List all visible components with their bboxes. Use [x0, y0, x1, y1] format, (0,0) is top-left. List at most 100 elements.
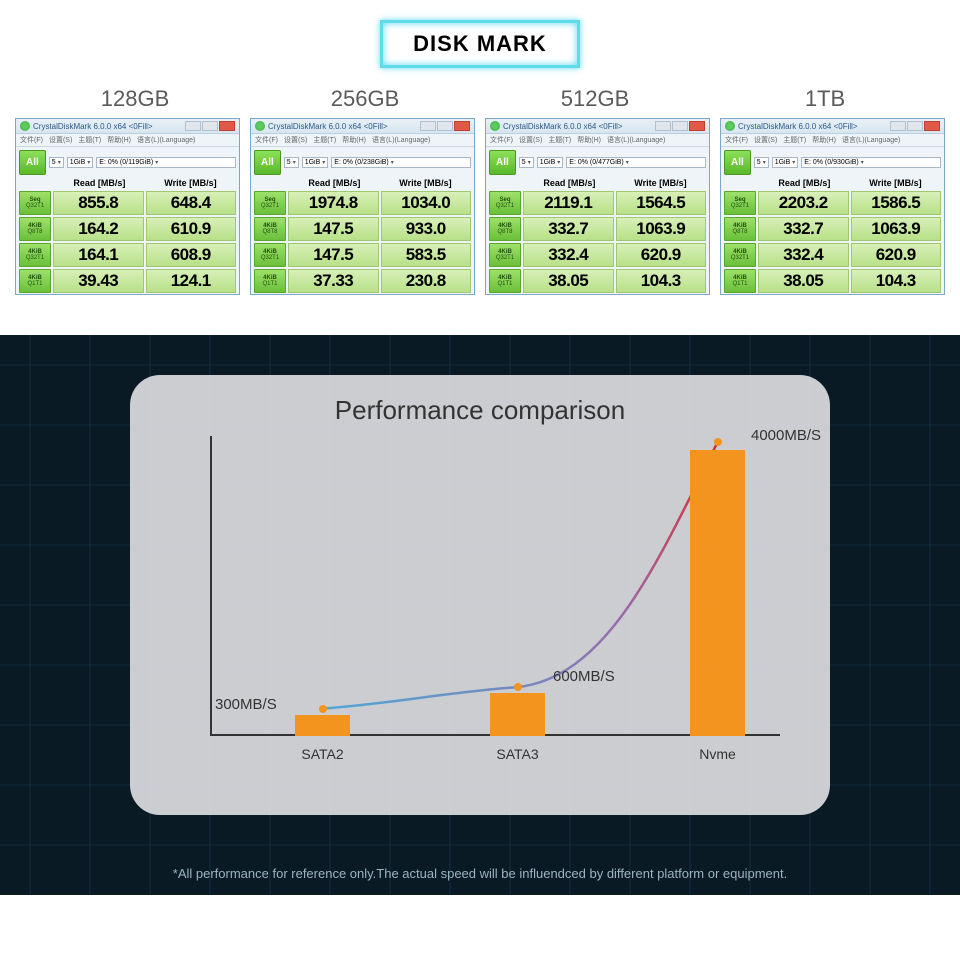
write-value: 230.8 — [381, 269, 472, 293]
menu-item[interactable]: 设置(S) — [49, 135, 72, 145]
write-value: 608.9 — [146, 243, 237, 267]
result-row: 4KiBQ32T1147.5583.5 — [251, 242, 474, 268]
disk-icon — [725, 121, 735, 131]
read-value: 164.2 — [53, 217, 144, 241]
crystaldiskmark-window: CrystalDiskMark 6.0.0 x64 <0Fill>文件(F) 设置… — [15, 118, 240, 295]
menu-item[interactable]: 主题(T) — [313, 135, 336, 145]
menu-item[interactable]: 帮助(H) — [577, 135, 601, 145]
test-button[interactable]: 4KiBQ32T1 — [724, 243, 756, 267]
test-button[interactable]: 4KiBQ1T1 — [724, 269, 756, 293]
crystaldiskmark-window: CrystalDiskMark 6.0.0 x64 <0Fill>文件(F)设置… — [485, 118, 710, 295]
size-dropdown[interactable]: 1GiB▾ — [537, 157, 564, 168]
test-button[interactable]: 4KiBQ32T1 — [489, 243, 521, 267]
drive-dropdown[interactable]: E: 0% (0/930GiB)▾ — [801, 157, 941, 168]
menu-item[interactable]: 文件(F) — [490, 135, 513, 145]
menu-item[interactable]: 帮助(H) — [812, 135, 836, 145]
maximize-button[interactable] — [672, 121, 688, 131]
test-button[interactable]: 4KiBQ8T8 — [724, 217, 756, 241]
test-button[interactable]: 4KiBQ32T1 — [254, 243, 286, 267]
write-value: 648.4 — [146, 191, 237, 215]
drive-dropdown[interactable]: E: 0% (0/119GiB)▾ — [96, 157, 236, 168]
menu-item[interactable]: 设置(S) — [754, 135, 777, 145]
menu-item[interactable]: 语言(L)(Language) — [607, 135, 665, 145]
menu-item[interactable]: 文件(F) — [255, 135, 278, 145]
read-value: 855.8 — [53, 191, 144, 215]
capacity-label: 128GB — [25, 86, 245, 112]
menu-item[interactable]: 设置(S) — [284, 135, 307, 145]
chart-dot — [514, 683, 522, 691]
read-value: 332.7 — [758, 217, 849, 241]
menu-bar: 文件(F) 设置(S) 主题(T) 帮助(H) 语言(L)(Language) — [251, 134, 474, 147]
chart-dot — [319, 705, 327, 713]
maximize-button[interactable] — [437, 121, 453, 131]
runs-dropdown[interactable]: 5▾ — [49, 157, 64, 168]
test-button[interactable]: 4KiBQ8T8 — [254, 217, 286, 241]
test-button[interactable]: 4KiBQ1T1 — [254, 269, 286, 293]
maximize-button[interactable] — [907, 121, 923, 131]
menu-item[interactable]: 语言(L)(Language) — [372, 135, 430, 145]
menu-item[interactable]: 语言(L)(Language) — [842, 135, 900, 145]
result-row: 4KiBQ32T1164.1608.9 — [16, 242, 239, 268]
runs-dropdown[interactable]: 5▾ — [284, 157, 299, 168]
size-dropdown[interactable]: 1GiB▾ — [67, 157, 94, 168]
minimize-button[interactable] — [655, 121, 671, 131]
controls-row: All5▾1GiB▾E: 0% (0/238GiB)▾ — [251, 147, 474, 178]
menu-item[interactable]: 设置(S) — [519, 135, 542, 145]
write-value: 933.0 — [381, 217, 472, 241]
test-button[interactable]: 4KiBQ1T1 — [489, 269, 521, 293]
test-button[interactable]: 4KiBQ8T8 — [489, 217, 521, 241]
menu-item[interactable]: 主题(T) — [783, 135, 806, 145]
maximize-button[interactable] — [202, 121, 218, 131]
minimize-button[interactable] — [420, 121, 436, 131]
read-value: 147.5 — [288, 217, 379, 241]
window-titlebar: CrystalDiskMark 6.0.0 x64 <0Fill> — [721, 119, 944, 134]
capacity-label: 1TB — [715, 86, 935, 112]
close-button[interactable] — [454, 121, 470, 131]
runs-dropdown[interactable]: 5▾ — [519, 157, 534, 168]
size-dropdown[interactable]: 1GiB▾ — [772, 157, 799, 168]
capacity-label: 512GB — [485, 86, 705, 112]
menu-item[interactable]: 文件(F) — [20, 135, 43, 145]
disk-mark-badge: DISK MARK — [380, 20, 580, 68]
result-headers: Read [MB/s]Write [MB/s] — [486, 178, 709, 190]
result-row: SeqQ32T1855.8648.4 — [16, 190, 239, 216]
menu-item[interactable]: 文件(F) — [725, 135, 748, 145]
menu-item[interactable]: 帮助(H) — [342, 135, 366, 145]
all-button[interactable]: All — [489, 150, 516, 175]
write-header: Write [MB/s] — [164, 178, 216, 188]
all-button[interactable]: All — [19, 150, 46, 175]
all-button[interactable]: All — [724, 150, 751, 175]
close-button[interactable] — [219, 121, 235, 131]
capacity-row: 128GB256GB512GB1TB — [0, 86, 960, 112]
menu-bar: 文件(F) 设置(S) 主题(T) 帮助(H) 语言(L)(Language) — [16, 134, 239, 147]
test-button[interactable]: SeqQ32T1 — [254, 191, 286, 215]
category-label: SATA2 — [301, 746, 343, 762]
write-value: 1063.9 — [616, 217, 707, 241]
close-button[interactable] — [689, 121, 705, 131]
menu-item[interactable]: 语言(L)(Language) — [137, 135, 195, 145]
window-titlebar: CrystalDiskMark 6.0.0 x64 <0Fill> — [16, 119, 239, 134]
category-label: Nvme — [699, 746, 736, 762]
crystaldiskmark-window: CrystalDiskMark 6.0.0 x64 <0Fill>文件(F) 设置… — [720, 118, 945, 295]
all-button[interactable]: All — [254, 150, 281, 175]
crystaldiskmark-window: CrystalDiskMark 6.0.0 x64 <0Fill>文件(F)设置… — [250, 118, 475, 295]
minimize-button[interactable] — [185, 121, 201, 131]
read-value: 38.05 — [523, 269, 614, 293]
runs-dropdown[interactable]: 5▾ — [754, 157, 769, 168]
menu-item[interactable]: 主题(T) — [548, 135, 571, 145]
result-row: 4KiBQ1T139.43124.1 — [16, 268, 239, 294]
size-dropdown[interactable]: 1GiB▾ — [302, 157, 329, 168]
close-button[interactable] — [924, 121, 940, 131]
minimize-button[interactable] — [890, 121, 906, 131]
menu-item[interactable]: 主题(T) — [78, 135, 101, 145]
test-button[interactable]: SeqQ32T1 — [489, 191, 521, 215]
test-button[interactable]: SeqQ32T1 — [724, 191, 756, 215]
test-button[interactable]: 4KiBQ8T8 — [19, 217, 51, 241]
drive-dropdown[interactable]: E: 0% (0/477GiB)▾ — [566, 157, 706, 168]
drive-dropdown[interactable]: E: 0% (0/238GiB)▾ — [331, 157, 471, 168]
value-label: 300MB/S — [215, 696, 277, 713]
test-button[interactable]: 4KiBQ1T1 — [19, 269, 51, 293]
menu-item[interactable]: 帮助(H) — [107, 135, 131, 145]
test-button[interactable]: 4KiBQ32T1 — [19, 243, 51, 267]
test-button[interactable]: SeqQ32T1 — [19, 191, 51, 215]
